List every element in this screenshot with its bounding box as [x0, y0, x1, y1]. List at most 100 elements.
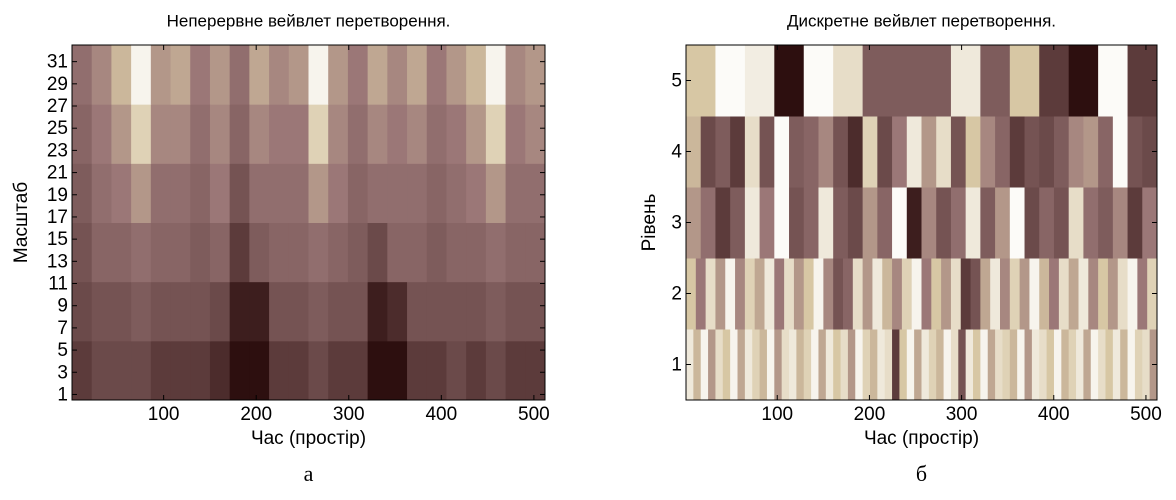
- y-tick-label: 23: [47, 140, 68, 161]
- x-tick-label: 200: [854, 404, 886, 425]
- heatmap-cell: [744, 329, 753, 401]
- heatmap-cell: [1009, 45, 1040, 117]
- heatmap-cell: [1039, 116, 1055, 188]
- heatmap-cell: [1009, 329, 1018, 401]
- heatmap-cell: [793, 258, 805, 330]
- heatmap-cell: [328, 222, 349, 283]
- heatmap-cell: [288, 45, 309, 105]
- heatmap-cell: [170, 45, 191, 105]
- heatmap-cell: [700, 187, 716, 259]
- heatmap-cell: [1137, 258, 1148, 330]
- heatmap-cell: [229, 340, 250, 401]
- heatmap-cell: [818, 187, 834, 259]
- heatmap-cell: [525, 45, 546, 105]
- x-tick-label: 300: [946, 404, 978, 425]
- heatmap-cell: [505, 104, 526, 164]
- heatmap-cell: [229, 222, 250, 283]
- heatmap-cell: [730, 329, 739, 401]
- heatmap-cell: [505, 45, 526, 105]
- heatmap-cell: [877, 329, 886, 401]
- heatmap-cell: [308, 163, 329, 223]
- heatmap-cell: [387, 163, 408, 223]
- heatmap-cell: [190, 222, 211, 283]
- heatmap-cell: [1046, 329, 1055, 401]
- heatmap-cell: [784, 258, 795, 330]
- heatmap-cell: [328, 281, 349, 342]
- heatmap-cell: [269, 281, 290, 342]
- heatmap-cell: [347, 104, 369, 164]
- heatmap-cell: [1002, 329, 1011, 401]
- heatmap-cell: [980, 116, 996, 188]
- heatmap-cell: [91, 45, 112, 105]
- y-tick-label: 31: [47, 52, 68, 73]
- heatmap-cell: [229, 104, 250, 164]
- heatmap-cell: [505, 163, 526, 223]
- heatmap-cell: [150, 222, 172, 283]
- heatmap-cell: [308, 222, 329, 283]
- heatmap-cell: [1127, 329, 1136, 401]
- heatmap-cell: [987, 329, 996, 401]
- heatmap-cell: [1000, 258, 1011, 330]
- caption: а: [304, 461, 314, 486]
- heatmap-cell: [466, 340, 487, 401]
- heatmap-cell: [862, 187, 878, 259]
- heatmap-cell: [1039, 187, 1055, 259]
- heatmap-cell: [249, 340, 270, 401]
- heatmap-cell: [308, 281, 329, 342]
- heatmap-cell: [1112, 116, 1129, 188]
- heatmap-cell: [249, 45, 270, 105]
- heatmap-cell: [347, 222, 369, 283]
- heatmap-cell: [1083, 116, 1099, 188]
- heatmap-cell: [789, 187, 805, 259]
- heatmap-cell: [1083, 329, 1092, 401]
- heatmap-cell: [803, 187, 819, 259]
- heatmap-cell: [407, 45, 428, 105]
- heatmap-cell: [735, 258, 746, 330]
- heatmap-cell: [995, 329, 1003, 401]
- heatmap-cell: [1058, 258, 1070, 330]
- heatmap-cell: [847, 116, 864, 188]
- heatmap-cell: [973, 329, 981, 401]
- heatmap-cell: [833, 116, 849, 188]
- heatmap-cell: [505, 281, 526, 342]
- x-tick-label: 400: [425, 404, 457, 425]
- heatmap-cell: [446, 45, 467, 105]
- heatmap-cell: [407, 104, 428, 164]
- heatmap-cell: [877, 116, 893, 188]
- heatmap-cell: [715, 116, 731, 188]
- heatmap-cell: [950, 187, 967, 259]
- y-tick-label: 5: [57, 340, 68, 361]
- heatmap-cell: [1107, 258, 1119, 330]
- heatmap-cell: [249, 104, 270, 164]
- heatmap-cell: [705, 258, 716, 330]
- heatmap-cell: [426, 45, 447, 105]
- y-tick-label: 3: [57, 362, 68, 383]
- heatmap-cell: [91, 104, 112, 164]
- heatmap-cell: [1068, 45, 1099, 117]
- heatmap-cell: [387, 104, 408, 164]
- heatmap-cell: [931, 258, 942, 330]
- heatmap-cell: [485, 45, 507, 105]
- heatmap-cell: [269, 163, 290, 223]
- heatmap-cell: [1053, 329, 1062, 401]
- heatmap-cell: [803, 45, 834, 117]
- heatmap-cell: [150, 104, 172, 164]
- heatmap-cell: [715, 329, 724, 401]
- x-tick-label: 100: [761, 404, 793, 425]
- y-tick-label: 9: [57, 296, 68, 317]
- heatmap-cell: [1088, 258, 1099, 330]
- x-tick-label: 300: [333, 404, 365, 425]
- heatmap-cell: [150, 45, 172, 105]
- heatmap-cell: [1090, 329, 1099, 401]
- heatmap-cell: [407, 281, 428, 342]
- heatmap-cell: [1024, 329, 1033, 401]
- heatmap-cell: [906, 329, 915, 401]
- heatmap-cell: [818, 116, 834, 188]
- heatmap-cell: [811, 329, 819, 401]
- heatmap-cell: [308, 104, 329, 164]
- heatmap-cell: [347, 340, 369, 401]
- heatmap-cell: [269, 104, 290, 164]
- heatmap-cell: [744, 187, 761, 259]
- heatmap-cell: [91, 222, 112, 283]
- heatmap-cell: [1112, 329, 1121, 401]
